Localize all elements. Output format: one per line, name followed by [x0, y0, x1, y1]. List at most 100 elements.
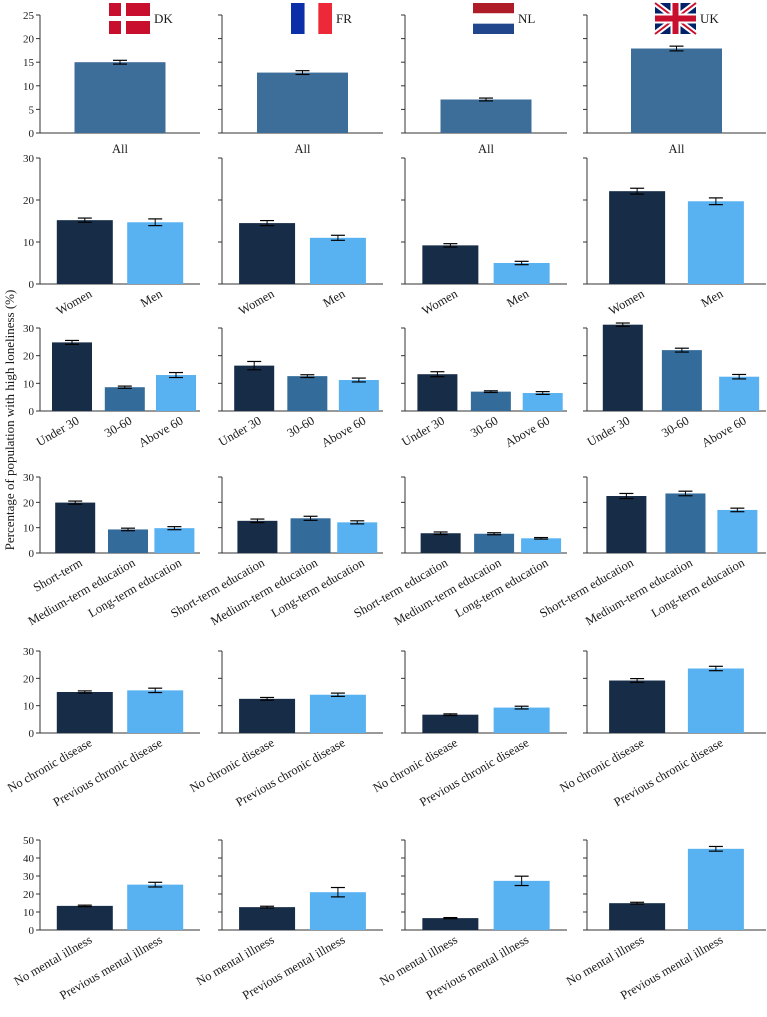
y-axis-title: Percentage of population with high lonel…	[2, 290, 17, 551]
bar-fr-1	[257, 72, 348, 133]
bar-dk-2	[127, 690, 184, 733]
error-bar	[433, 531, 448, 536]
category-label: Women	[419, 286, 460, 318]
error-bar	[300, 374, 315, 379]
category-label: Under 30	[34, 413, 82, 449]
y-tick-label: 20	[23, 195, 35, 207]
error-bar	[351, 377, 366, 383]
panel-uk-row-3: Under 30 30-60 Above 60	[583, 322, 766, 450]
y-tick-label: 20	[23, 889, 35, 901]
bar-dk-2	[104, 387, 145, 411]
category-label: Under 30	[585, 413, 633, 449]
y-tick-label: 30	[23, 871, 35, 883]
category-label: All	[112, 142, 129, 156]
bar-nl-1	[422, 918, 479, 930]
bar-uk-2	[687, 201, 744, 284]
y-tick-label: 15	[23, 57, 35, 69]
y-tick-label: 10	[23, 907, 35, 919]
category-label: 30-60	[659, 413, 691, 440]
error-bar	[350, 520, 365, 525]
error-bar	[430, 371, 445, 378]
bar-uk-3	[717, 509, 758, 553]
error-bar	[443, 916, 458, 920]
bar-fr-3	[337, 522, 378, 553]
category-label: Above 60	[503, 413, 552, 450]
error-bar	[260, 905, 275, 909]
bar-nl-2	[493, 263, 550, 284]
bar-dk-1	[56, 905, 113, 930]
panel-fr-row-2: Women Men	[218, 157, 383, 318]
category-label: 30-60	[468, 413, 500, 440]
y-tick-label: 20	[23, 34, 35, 46]
y-tick-label: 20	[23, 497, 35, 509]
category-label: All	[478, 142, 495, 156]
y-tick-label: 0	[29, 279, 35, 291]
bar-nl-2	[474, 533, 515, 553]
bar-uk-1	[631, 48, 722, 133]
bar-nl-3	[522, 393, 563, 411]
bar-uk-1	[602, 324, 643, 411]
error-bar	[514, 260, 529, 266]
error-bar	[121, 527, 135, 532]
bar-uk-1	[609, 903, 666, 930]
error-bar	[619, 492, 634, 500]
panel-dk-row-1: 0 5 10 15 20 25 All	[23, 10, 200, 156]
bar-fr-1	[234, 365, 275, 411]
bar-dk-1	[55, 502, 96, 553]
error-bar	[117, 385, 132, 389]
category-label: Above 60	[319, 413, 368, 450]
y-tick-label: 0	[29, 128, 35, 140]
category-label: Women	[54, 286, 95, 318]
country-flags	[109, 0, 698, 37]
bar-dk-1	[56, 692, 113, 733]
error-bar	[630, 678, 645, 684]
bar-uk-2	[687, 668, 744, 733]
error-bar	[534, 536, 549, 540]
error-bar	[678, 490, 693, 497]
flag-fr-icon	[291, 3, 332, 34]
error-bar	[303, 515, 318, 521]
y-tick-label: 20	[23, 673, 35, 685]
bar-dk-2	[127, 884, 184, 930]
error-bar	[77, 904, 92, 908]
bar-fr-2	[287, 376, 328, 411]
bar-dk-3	[156, 375, 196, 411]
error-bar	[514, 875, 529, 887]
bar-fr-1	[239, 698, 296, 733]
category-label: 30-60	[285, 413, 317, 440]
bar-nl-1	[422, 245, 479, 284]
bar-dk-2	[127, 222, 184, 284]
bar-nl-1	[422, 714, 479, 733]
flag-nl-icon	[473, 3, 514, 34]
y-tick-label: 5	[29, 104, 35, 116]
y-tick-label: 20	[23, 351, 35, 363]
bar-uk-2	[661, 350, 702, 411]
country-label-uk: UK	[700, 11, 719, 26]
y-tick-label: 10	[23, 523, 35, 535]
bar-uk-1	[609, 191, 666, 284]
error-bar	[260, 696, 275, 701]
category-label: Long-term education	[649, 555, 748, 620]
bar-dk-2	[108, 529, 148, 553]
y-tick-label: 10	[23, 701, 35, 713]
error-bar	[669, 45, 684, 52]
error-bar	[730, 507, 745, 513]
y-tick-label: 50	[23, 835, 35, 847]
bar-dk-3	[154, 528, 195, 553]
y-tick-label: 30	[23, 323, 35, 335]
bar-fr-2	[290, 518, 331, 553]
error-bar	[708, 845, 723, 852]
bar-fr-2	[309, 694, 366, 733]
bar-dk-1	[52, 342, 92, 411]
panel-uk-row-1: All	[583, 14, 766, 156]
y-tick-label: 0	[29, 925, 35, 937]
